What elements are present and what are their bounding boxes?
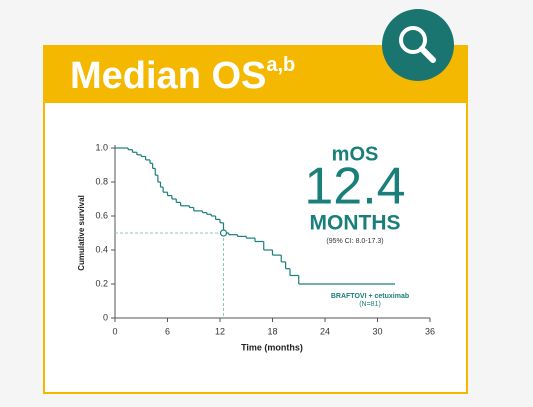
y-tick-label: 0.8	[95, 176, 108, 186]
median-unit: MONTHS	[310, 212, 401, 235]
x-tick-label: 6	[165, 326, 170, 336]
legend-name: BRAFTOVI + cetuximab	[331, 293, 409, 300]
median-label: mOS	[332, 143, 379, 165]
icon-lens	[399, 26, 427, 54]
title-superscript: a,b	[266, 54, 295, 76]
y-axis-label: Cumulative survival	[77, 195, 86, 271]
x-tick-label: 12	[215, 326, 225, 336]
header-title: Median OSa,b	[70, 54, 295, 97]
median-value: 12.4	[304, 158, 405, 216]
x-axis-label: Time (months)	[241, 342, 303, 352]
x-tick-label: 18	[267, 326, 277, 336]
y-tick-label: 0.6	[95, 210, 108, 220]
search-icon[interactable]	[382, 9, 454, 81]
y-tick-label: 1.0	[95, 142, 108, 152]
x-tick-label: 36	[425, 326, 435, 336]
title-main: Median OS	[70, 55, 266, 97]
legend-note: (N=81)	[359, 301, 381, 308]
y-tick-label: 0.2	[95, 278, 108, 288]
median-marker	[219, 229, 228, 237]
x-tick-label: 30	[372, 326, 382, 336]
x-tick-label: 0	[112, 326, 117, 336]
median-ci: (95% CI: 8.0-17.3)	[326, 238, 383, 245]
x-tick-label: 24	[320, 326, 330, 336]
icon-handle	[419, 46, 436, 63]
y-tick-label: 0	[103, 312, 108, 322]
y-tick-label: 0.4	[95, 244, 108, 254]
